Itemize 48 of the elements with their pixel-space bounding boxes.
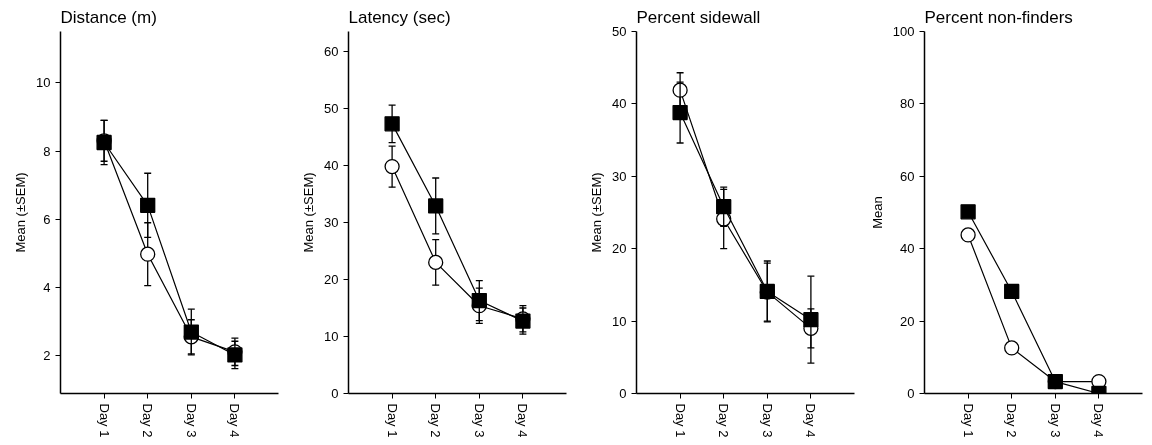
y-tick-label: 40 <box>324 157 339 173</box>
x-tick-label: Day 2 <box>428 403 444 438</box>
y-tick-label: 50 <box>324 100 339 116</box>
y-axis-title: Mean (±SEM) <box>13 172 29 253</box>
y-tick-label: 2 <box>43 348 51 364</box>
y-tick-label: 10 <box>36 75 51 91</box>
y-tick-label: 20 <box>612 241 627 257</box>
x-tick-label: Day 4 <box>515 403 531 438</box>
x-tick-label: Day 3 <box>183 403 199 438</box>
chart-title: Distance (m) <box>60 7 157 27</box>
y-tick-label: 8 <box>43 143 51 159</box>
x-tick-label: Day 2 <box>1004 403 1020 438</box>
y-tick-label: 0 <box>907 386 915 401</box>
x-tick-label: Day 1 <box>384 403 400 438</box>
x-tick-label: Day 4 <box>803 403 819 438</box>
y-tick-label: 100 <box>892 24 915 39</box>
x-tick-label: Day 3 <box>759 403 775 438</box>
y-tick-label: 0 <box>619 386 627 401</box>
x-tick-label: Day 4 <box>227 403 243 438</box>
chart-title: Latency (sec) <box>348 7 451 27</box>
y-tick-label: 30 <box>324 214 339 230</box>
y-tick-label: 30 <box>612 168 627 184</box>
y-axis-title: Mean (±SEM) <box>301 172 317 253</box>
x-tick-label: Day 1 <box>960 403 976 438</box>
x-tick-label: Day 1 <box>96 403 112 438</box>
y-tick-label: 40 <box>612 96 627 112</box>
y-tick-label: 4 <box>43 280 51 296</box>
x-tick-label: Day 2 <box>716 403 732 438</box>
y-axis-title: Mean <box>869 196 885 229</box>
y-tick-label: 6 <box>43 211 51 227</box>
y-axis-title: Mean (±SEM) <box>589 172 605 253</box>
x-tick-label: Day 2 <box>140 403 156 438</box>
y-tick-label: 20 <box>900 313 915 329</box>
y-tick-label: 40 <box>900 241 915 257</box>
y-tick-label: 60 <box>324 43 339 59</box>
x-tick-label: Day 3 <box>471 403 487 438</box>
x-tick-label: Day 4 <box>1091 403 1107 438</box>
y-tick-label: 20 <box>324 271 339 287</box>
chart-title: Percent non-finders <box>924 7 1073 27</box>
chart-title: Percent sidewall <box>636 7 761 27</box>
y-tick-label: 10 <box>324 328 339 344</box>
x-tick-label: Day 1 <box>672 403 688 438</box>
x-tick-label: Day 3 <box>1047 403 1063 438</box>
y-tick-label: 60 <box>900 168 915 184</box>
y-tick-label: 80 <box>900 96 915 112</box>
y-tick-label: 0 <box>331 386 339 401</box>
y-tick-label: 50 <box>612 24 627 39</box>
y-tick-label: 10 <box>612 313 627 329</box>
